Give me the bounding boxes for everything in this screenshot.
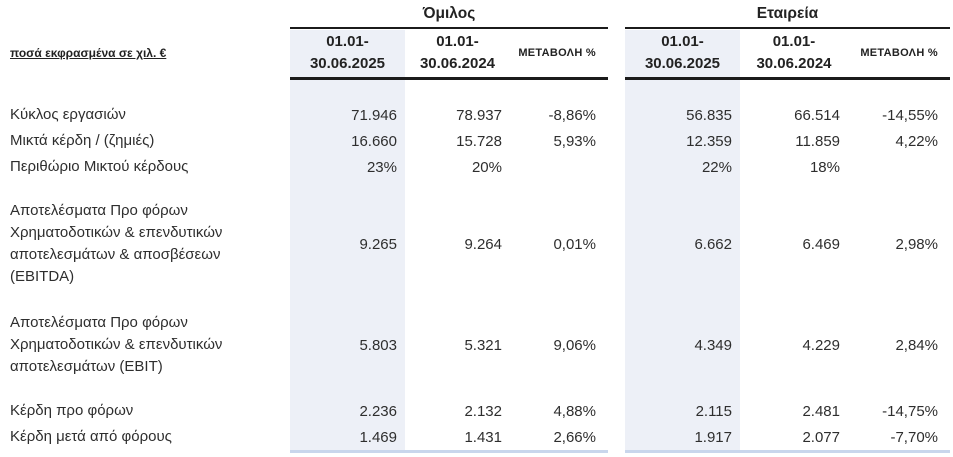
group-change-value: 0,01% bbox=[553, 235, 596, 253]
group-prior-value: 15.728 bbox=[456, 132, 502, 150]
rule-header-bottom-company bbox=[625, 77, 950, 80]
company-current-value: 56.835 bbox=[686, 106, 732, 124]
row-label: Κέρδη μετά από φόρους bbox=[10, 428, 172, 445]
company-current-value: 2.115 bbox=[695, 402, 732, 420]
column-header-row: ποσά εκφρασμένα σε χιλ. € 01.01- 30.06.2… bbox=[0, 28, 953, 78]
table-row: Κέρδη προ φόρων 2.236 2.132 4,88% 2.115 … bbox=[0, 398, 953, 424]
company-prior-value: 66.514 bbox=[794, 106, 840, 124]
company-current-value: 6.662 bbox=[694, 235, 732, 253]
group-current-value: 5.803 bbox=[359, 336, 397, 354]
group-prior-value: 20% bbox=[471, 158, 502, 176]
row-label: Κέρδη προ φόρων bbox=[10, 402, 134, 419]
period-line-2: 30.06.2024 bbox=[756, 55, 832, 72]
period-line-1: 01.01- bbox=[436, 33, 479, 50]
company-prior-value: 2.077 bbox=[802, 428, 840, 446]
row-label: Κύκλος εργασιών bbox=[10, 106, 126, 123]
company-change-value: 4,22% bbox=[895, 132, 938, 150]
company-current-period-header: 01.01- 30.06.2025 bbox=[625, 31, 740, 75]
company-change-header: ΜΕΤΑΒΟΛΗ % bbox=[860, 47, 938, 59]
rule-top-company bbox=[625, 27, 950, 29]
company-change-value: 2,84% bbox=[895, 336, 938, 354]
group-change-value: 2,66% bbox=[553, 428, 596, 446]
company-prior-period-header: 01.01- 30.06.2024 bbox=[740, 31, 848, 75]
group-prior-value: 2.132 bbox=[464, 402, 502, 420]
period-line-2: 30.06.2024 bbox=[419, 55, 496, 72]
highlight-column-company-current bbox=[625, 30, 740, 450]
group-current-value: 23% bbox=[366, 158, 397, 176]
company-section-title: Εταιρεία bbox=[756, 5, 819, 22]
company-prior-value: 18% bbox=[809, 158, 840, 176]
company-prior-value: 2.481 bbox=[802, 402, 840, 420]
company-current-value: 4.349 bbox=[694, 336, 732, 354]
group-prior-value: 1.431 bbox=[464, 428, 502, 446]
rule-header-bottom-group bbox=[290, 77, 608, 80]
company-current-value: 22% bbox=[701, 158, 732, 176]
units-label: ποσά εκφρασμένα σε χιλ. € bbox=[10, 46, 167, 60]
table-body: Κύκλος εργασιών 71.946 78.937 -8,86% 56.… bbox=[0, 102, 953, 450]
company-change-value: -7,70% bbox=[890, 428, 938, 446]
table-row: Κέρδη μετά από φόρους 1.469 1.431 2,66% … bbox=[0, 424, 953, 450]
row-label: Αποτελέσματα Προ φόρων Χρηματοδοτικών & ε… bbox=[10, 202, 223, 285]
group-prior-period-header: 01.01- 30.06.2024 bbox=[405, 31, 510, 75]
group-change-value: 5,93% bbox=[553, 132, 596, 150]
rule-table-bottom-company bbox=[625, 450, 950, 453]
group-prior-value: 5.321 bbox=[464, 336, 502, 354]
company-prior-value: 6.469 bbox=[802, 235, 840, 253]
group-current-value: 2.236 bbox=[359, 402, 397, 420]
table-row: Περιθώριο Μικτού κέρδους 23% 20% 22% 18% bbox=[0, 154, 953, 180]
period-line-1: 01.01- bbox=[326, 33, 369, 50]
group-change-value: 4,88% bbox=[553, 402, 596, 420]
company-change-value: 2,98% bbox=[895, 235, 938, 253]
group-change-header: ΜΕΤΑΒΟΛΗ % bbox=[518, 47, 596, 59]
company-change-value: -14,55% bbox=[882, 106, 938, 124]
group-current-value: 71.946 bbox=[351, 106, 397, 124]
company-current-value: 12.359 bbox=[686, 132, 732, 150]
company-prior-value: 4.229 bbox=[802, 336, 840, 354]
rule-table-bottom-group bbox=[290, 450, 608, 453]
table-row: Κύκλος εργασιών 71.946 78.937 -8,86% 56.… bbox=[0, 102, 953, 128]
row-label: Αποτελέσματα Προ φόρων Χρηματοδοτικών & ε… bbox=[10, 314, 223, 375]
group-current-value: 1.469 bbox=[359, 428, 397, 446]
period-line-2: 30.06.2025 bbox=[309, 55, 386, 72]
rule-top-group bbox=[290, 27, 608, 29]
highlight-column-group-current bbox=[290, 30, 405, 450]
company-current-value: 1.917 bbox=[694, 428, 732, 446]
group-current-value: 16.660 bbox=[351, 132, 397, 150]
table-row: Αποτελέσματα Προ φόρων Χρηματοδοτικών & ε… bbox=[0, 312, 953, 378]
row-label: Μικτά κέρδη / (ζημιές) bbox=[10, 132, 155, 149]
group-prior-value: 9.264 bbox=[464, 235, 502, 253]
group-section-title: Όμιλος bbox=[422, 5, 476, 22]
table-row: Μικτά κέρδη / (ζημιές) 16.660 15.728 5,9… bbox=[0, 128, 953, 154]
group-prior-value: 78.937 bbox=[456, 106, 502, 124]
period-line-1: 01.01- bbox=[772, 33, 816, 50]
company-prior-value: 11.859 bbox=[795, 132, 840, 150]
period-line-2: 30.06.2025 bbox=[644, 55, 721, 72]
group-current-period-header: 01.01- 30.06.2025 bbox=[290, 31, 405, 75]
group-change-value: -8,86% bbox=[548, 106, 596, 124]
group-change-value: 9,06% bbox=[553, 336, 596, 354]
group-current-value: 9.265 bbox=[359, 235, 397, 253]
row-label: Περιθώριο Μικτού κέρδους bbox=[10, 158, 189, 175]
company-change-value: -14,75% bbox=[882, 402, 938, 420]
table-row: Αποτελέσματα Προ φόρων Χρηματοδοτικών & ε… bbox=[0, 200, 953, 288]
period-line-1: 01.01- bbox=[661, 33, 704, 50]
section-title-row: Όμιλος Εταιρεία bbox=[0, 0, 953, 28]
